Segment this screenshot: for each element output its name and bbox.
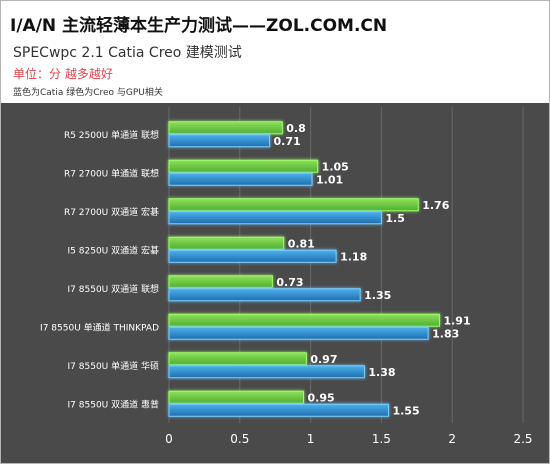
creo-value-label: 0.95 — [308, 391, 335, 404]
creo-bar — [168, 352, 307, 366]
creo-bar — [168, 313, 440, 327]
category-label: R7 2700U 单通道 联想 — [64, 167, 159, 179]
creo-value-label: 0.8 — [286, 122, 306, 135]
catia-value-label: 1.5 — [385, 212, 405, 225]
x-tick-label: 0 — [165, 432, 173, 446]
creo-bar — [168, 198, 419, 212]
creo-value-label: 0.81 — [288, 237, 315, 250]
catia-bar — [168, 134, 271, 148]
catia-bar — [168, 326, 429, 340]
catia-value-label: 0.71 — [274, 135, 301, 148]
creo-bar — [168, 236, 285, 250]
catia-bar — [168, 172, 313, 186]
category-label: R7 2700U 双通道 宏碁 — [64, 206, 159, 218]
category-label: I7 8550U 双通道 惠普 — [68, 398, 159, 410]
category-label: I7 8550U 双通道 联想 — [68, 283, 159, 295]
x-tick-label: 2.5 — [513, 432, 532, 446]
x-tick-label: 0.5 — [230, 432, 249, 446]
x-tick-label: 2 — [448, 432, 456, 446]
x-tick-label: 1 — [307, 432, 315, 446]
chart-title: I/A/N 主流轻薄本生产力测试——ZOL.COM.CN — [10, 16, 388, 36]
creo-value-label: 0.73 — [276, 276, 303, 289]
catia-value-label: 1.35 — [364, 289, 391, 302]
category-label: R5 2500U 单通道 联想 — [64, 129, 159, 141]
category-label: I5 8250U 双通道 宏碁 — [68, 244, 159, 256]
creo-value-label: 1.91 — [443, 314, 470, 327]
creo-value-label: 1.76 — [422, 199, 449, 212]
creo-bar — [168, 159, 319, 173]
unit-note: 单位：分 越多越好 — [13, 67, 113, 81]
creo-value-label: 0.97 — [310, 353, 337, 366]
catia-bar — [168, 211, 382, 225]
bar-chart: 0 0.5 1 1.5 2 2.5 R5 2500U 单通道 联想 0.80.71 R7 270… — [40, 107, 533, 446]
x-tick-label: 1.5 — [372, 432, 391, 446]
creo-bar — [168, 275, 273, 289]
color-note: 蓝色为Catia 绿色为Creo 与GPU相关 — [13, 88, 163, 98]
chart-subtitle: SPECwpc 2.1 Catia Creo 建模测试 — [13, 45, 242, 61]
catia-value-label: 1.83 — [432, 327, 459, 340]
category-label: I7 8550U 单通道 华硕 — [68, 360, 159, 372]
catia-value-label: 1.38 — [368, 366, 395, 379]
catia-bar — [168, 365, 365, 379]
catia-value-label: 1.01 — [316, 173, 343, 186]
catia-bar — [168, 249, 337, 263]
catia-bar — [168, 288, 361, 302]
catia-value-label: 1.18 — [340, 250, 367, 263]
creo-bar — [168, 121, 283, 135]
catia-value-label: 1.55 — [392, 404, 419, 417]
creo-value-label: 1.05 — [322, 160, 349, 173]
creo-bar — [168, 390, 305, 404]
chart-header: I/A/N 主流轻薄本生产力测试——ZOL.COM.CN SPECwpc 2.1… — [1, 1, 549, 103]
category-label: I7 8550U 单通道 THINKPAD — [40, 321, 159, 333]
catia-bar — [168, 403, 389, 417]
